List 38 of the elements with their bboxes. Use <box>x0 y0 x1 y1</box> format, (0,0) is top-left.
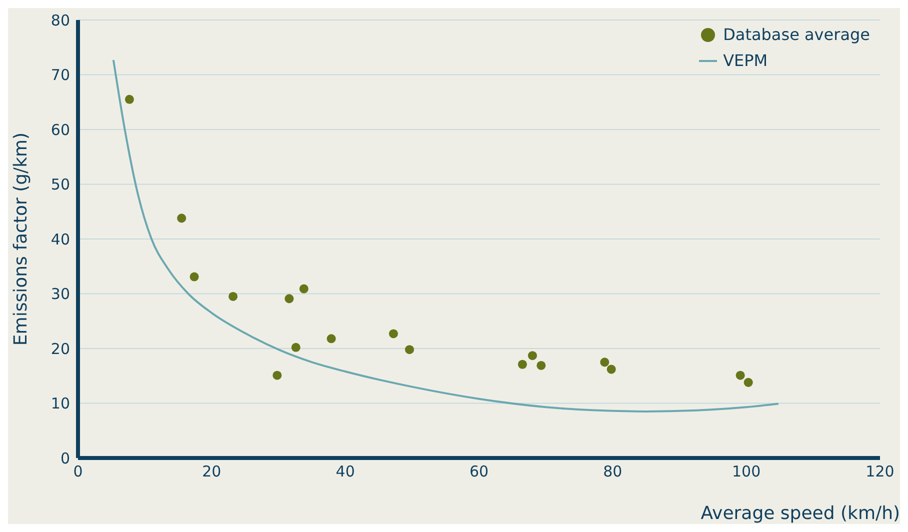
x-tick-label: 80 <box>603 462 622 481</box>
point <box>272 370 282 380</box>
y-tick-label: 50 <box>50 176 70 194</box>
point <box>600 358 610 367</box>
point <box>404 345 414 354</box>
point <box>606 364 616 374</box>
point <box>177 214 186 223</box>
point <box>388 329 398 338</box>
x-tick-label: 40 <box>336 462 355 481</box>
y-tick-label: 70 <box>50 66 70 84</box>
point <box>190 272 199 282</box>
point <box>228 292 238 301</box>
x-tick-label: 100 <box>732 462 761 481</box>
point <box>536 360 546 370</box>
point <box>291 342 300 352</box>
y-tick-label: 0 <box>60 449 70 468</box>
point <box>736 370 745 380</box>
point <box>518 360 527 369</box>
point <box>326 334 336 344</box>
x-tick-label: 60 <box>469 462 489 481</box>
point <box>299 284 308 294</box>
legend-label: VEPM <box>723 50 768 72</box>
y-tick-label: 40 <box>50 230 70 248</box>
x-tick-label: 20 <box>202 462 222 481</box>
point <box>528 351 537 360</box>
x-tick-label: 0 <box>73 462 83 481</box>
point <box>744 378 753 387</box>
legend-label: Database average <box>723 24 870 46</box>
x-tick-label: 120 <box>866 462 894 481</box>
y-axis-title: Emissions factor (g/km) <box>10 132 32 346</box>
x-axis-title: Average speed (km/h) <box>700 503 900 524</box>
y-tick-label: 60 <box>50 120 70 139</box>
y-tick-label: 80 <box>50 11 70 30</box>
y-tick-label: 20 <box>50 340 70 358</box>
y-tick-label: 10 <box>50 394 70 413</box>
point <box>284 294 294 304</box>
y-tick-label: 30 <box>50 285 70 304</box>
point <box>124 94 134 104</box>
